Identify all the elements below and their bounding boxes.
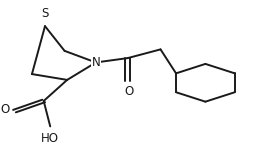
Text: O: O xyxy=(1,103,10,116)
Text: N: N xyxy=(91,56,100,69)
Text: O: O xyxy=(124,85,134,98)
Text: S: S xyxy=(41,7,49,20)
Text: HO: HO xyxy=(41,132,59,145)
